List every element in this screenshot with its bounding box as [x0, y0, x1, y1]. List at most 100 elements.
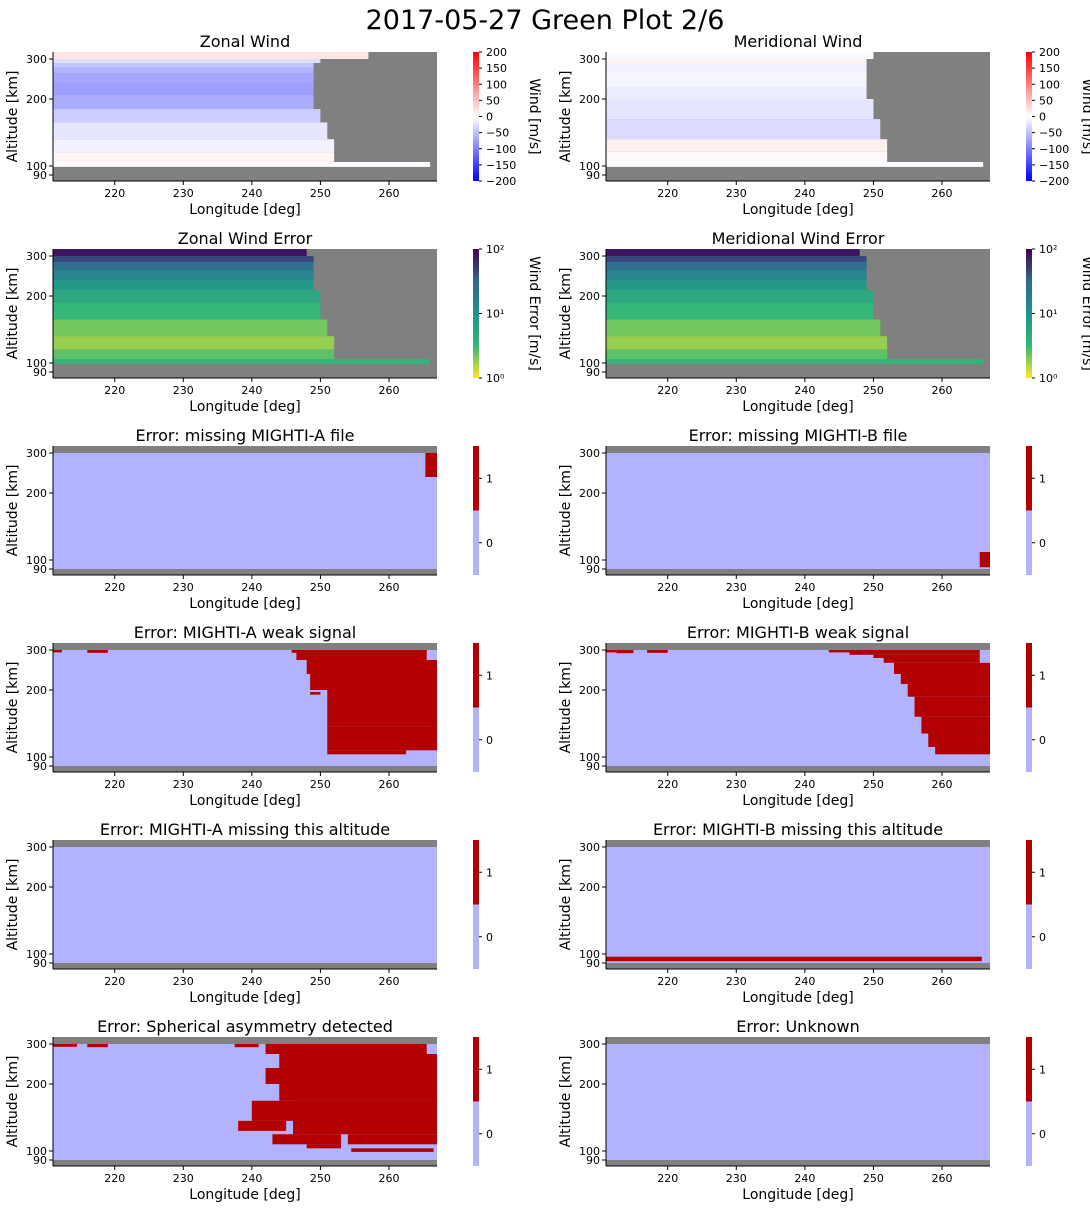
colorbar-tick-label: 0 — [1039, 111, 1046, 124]
y-tick-label: 200 — [579, 684, 600, 697]
flagged-region — [310, 692, 321, 695]
data-band — [53, 95, 314, 110]
y-tick-label: 100 — [26, 554, 47, 567]
y-tick-label: 200 — [26, 684, 47, 697]
x-tick-label: 240 — [241, 975, 262, 988]
data-band — [53, 280, 314, 290]
x-tick-label: 250 — [310, 581, 331, 594]
data-band — [53, 63, 314, 67]
colorbar-label: Wind Error [m/s] — [1079, 256, 1090, 371]
data-band — [53, 319, 328, 337]
x-axis-label: Longitude [deg] — [742, 202, 853, 218]
flagged-region — [272, 1134, 341, 1145]
colorbar-segment — [473, 446, 479, 511]
data-band — [606, 151, 888, 162]
colorbar-tick-label: −100 — [1039, 143, 1069, 156]
panel-title: Error: missing MIGHTI-A file — [136, 426, 355, 445]
data-band — [53, 256, 314, 262]
colorbar-segment — [1026, 510, 1032, 575]
data-band — [53, 67, 314, 73]
figure-title: 2017-05-27 Green Plot 2/6 — [366, 5, 725, 36]
x-tick-label: 260 — [932, 1172, 953, 1185]
x-tick-label: 250 — [863, 384, 884, 397]
colorbar: 10 — [1026, 446, 1046, 575]
y-axis-label: Altitude [km] — [558, 859, 574, 951]
flagged-region — [647, 650, 668, 653]
flagged-region — [351, 1148, 434, 1152]
colorbar-tick-label: 0 — [1039, 1128, 1046, 1141]
colorbar-tick-label: 150 — [1039, 62, 1060, 75]
colorbar-tick-label: 0 — [1039, 537, 1046, 550]
valid-data-area — [606, 847, 990, 963]
panel-title: Error: MIGHTI-B weak signal — [687, 623, 909, 642]
x-tick-label: 220 — [657, 384, 678, 397]
data-band — [606, 262, 867, 270]
y-axis-label: Altitude [km] — [558, 1056, 574, 1148]
panel-9: Error: MIGHTI-A missing this altitude 220… — [5, 820, 493, 1006]
flagged-region — [914, 696, 990, 717]
y-tick-label: 300 — [579, 447, 600, 460]
colorbar-segment — [1026, 446, 1032, 511]
flagged-region — [310, 674, 437, 690]
y-tick-label: 90 — [33, 957, 47, 970]
colorbar-tick-label: −150 — [486, 159, 516, 172]
y-tick-label: 100 — [26, 160, 47, 173]
x-tick-label: 220 — [104, 975, 125, 988]
x-tick-label: 220 — [657, 581, 678, 594]
colorbar-segment — [473, 1037, 479, 1102]
y-axis-label: Altitude [km] — [558, 71, 574, 163]
panel-title: Error: missing MIGHTI-B file — [689, 426, 908, 445]
colorbar-segment — [1026, 707, 1032, 772]
colorbar: 10 — [473, 840, 493, 969]
x-tick-label: 230 — [173, 778, 194, 791]
panel-3: Zonal Wind Error 220 230 240 250 260 Longitude… — [5, 229, 542, 415]
colorbar-tick-label: 1 — [1039, 1063, 1046, 1076]
y-tick-label: 200 — [26, 1078, 47, 1091]
x-tick-label: 250 — [310, 1172, 331, 1185]
y-tick-label: 200 — [26, 487, 47, 500]
y-axis-label: Altitude [km] — [5, 859, 21, 951]
y-tick-label: 100 — [26, 948, 47, 961]
flagged-region — [921, 716, 990, 734]
y-tick-label: 100 — [579, 948, 600, 961]
colorbar-segment — [1026, 840, 1032, 905]
x-tick-label: 240 — [794, 187, 815, 200]
colorbar-tick-label: 0 — [1039, 734, 1046, 747]
valid-data-area — [53, 847, 437, 963]
colorbar-tick-label: 1 — [486, 472, 493, 485]
colorbar-tick-label: −50 — [1039, 127, 1062, 140]
colorbar-label: Wind [m/s] — [1079, 78, 1090, 154]
y-tick-label: 200 — [26, 881, 47, 894]
flagged-region — [828, 650, 857, 653]
flagged-region — [306, 1144, 341, 1149]
panel-5: Error: missing MIGHTI-A file 220 230 240 250… — [5, 426, 493, 612]
colorbar-tick-label: −200 — [1039, 175, 1069, 188]
valid-data-area — [606, 1044, 990, 1160]
data-band — [53, 161, 431, 167]
x-tick-label: 260 — [379, 187, 400, 200]
colorbar-tick-label: 10¹ — [1039, 308, 1057, 321]
y-tick-label: 200 — [579, 93, 600, 106]
flagged-region — [265, 1044, 427, 1054]
colorbar-segment — [1026, 1037, 1032, 1102]
panel-title: Error: MIGHTI-A missing this altitude — [100, 820, 390, 839]
x-tick-label: 230 — [173, 581, 194, 594]
x-tick-label: 260 — [932, 581, 953, 594]
x-tick-label: 220 — [657, 975, 678, 988]
colorbar-tick-label: 1 — [1039, 669, 1046, 682]
x-tick-label: 260 — [932, 975, 953, 988]
y-tick-label: 300 — [26, 644, 47, 657]
x-tick-label: 250 — [310, 975, 331, 988]
flagged-region — [265, 1068, 437, 1084]
colorbar-gradient — [1026, 249, 1032, 378]
flagged-region — [425, 453, 437, 477]
y-tick-label: 200 — [26, 93, 47, 106]
flagged-region — [53, 1044, 77, 1047]
colorbar-tick-label: 150 — [486, 62, 507, 75]
colorbar-tick-label: 200 — [486, 46, 507, 59]
y-tick-label: 100 — [26, 751, 47, 764]
x-tick-label: 230 — [726, 975, 747, 988]
y-tick-label: 200 — [26, 290, 47, 303]
colorbar-tick-label: 100 — [486, 78, 507, 91]
x-tick-label: 230 — [726, 1172, 747, 1185]
